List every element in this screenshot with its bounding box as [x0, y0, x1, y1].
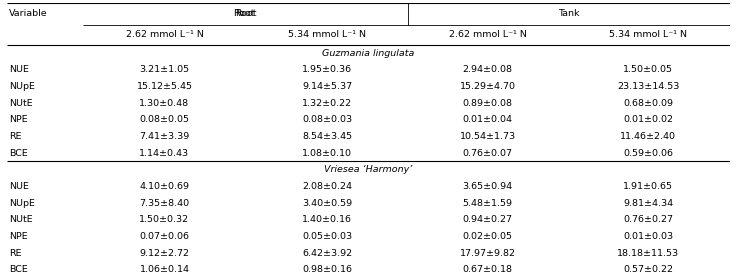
Text: 0.94±0.27: 0.94±0.27: [463, 215, 513, 224]
Text: 0.67±0.18: 0.67±0.18: [463, 265, 513, 274]
Text: 10.54±1.73: 10.54±1.73: [460, 132, 516, 141]
Text: RE: RE: [9, 132, 21, 141]
Text: 6.42±3.92: 6.42±3.92: [302, 249, 352, 258]
Text: 3.40±0.59: 3.40±0.59: [302, 199, 352, 208]
Text: 2.62 mmol L⁻¹ N: 2.62 mmol L⁻¹ N: [449, 30, 527, 39]
Text: Root: Root: [233, 9, 254, 18]
Text: 1.95±0.36: 1.95±0.36: [302, 65, 352, 74]
Text: NUpE: NUpE: [9, 199, 35, 208]
Text: RE: RE: [9, 249, 21, 258]
Text: 0.02±0.05: 0.02±0.05: [463, 232, 513, 241]
Text: 0.98±0.16: 0.98±0.16: [302, 265, 352, 274]
Text: NPE: NPE: [9, 232, 27, 241]
Text: 0.01±0.03: 0.01±0.03: [624, 232, 674, 241]
Text: 15.12±5.45: 15.12±5.45: [136, 82, 192, 91]
Text: 1.50±0.05: 1.50±0.05: [624, 65, 674, 74]
Text: 0.08±0.03: 0.08±0.03: [302, 115, 352, 124]
Text: Tank: Tank: [558, 9, 580, 18]
Text: NPE: NPE: [9, 115, 27, 124]
Text: Root: Root: [235, 9, 256, 18]
Text: 2.94±0.08: 2.94±0.08: [463, 65, 513, 74]
Text: 9.14±5.37: 9.14±5.37: [302, 82, 352, 91]
Text: NUE: NUE: [9, 65, 29, 74]
Text: 1.30±0.48: 1.30±0.48: [139, 99, 189, 108]
Text: 1.50±0.32: 1.50±0.32: [139, 215, 189, 224]
Text: 8.54±3.45: 8.54±3.45: [302, 132, 352, 141]
Text: 9.81±4.34: 9.81±4.34: [624, 199, 674, 208]
Text: 9.12±2.72: 9.12±2.72: [139, 249, 189, 258]
Text: 0.08±0.05: 0.08±0.05: [139, 115, 189, 124]
Text: 11.46±2.40: 11.46±2.40: [621, 132, 677, 141]
Text: NUtE: NUtE: [9, 99, 32, 108]
Text: 17.97±9.82: 17.97±9.82: [460, 249, 516, 258]
Text: 3.65±0.94: 3.65±0.94: [463, 182, 513, 191]
Text: Variable: Variable: [9, 9, 47, 18]
Text: 0.01±0.02: 0.01±0.02: [624, 115, 674, 124]
Text: Guzmania lingulata: Guzmania lingulata: [322, 49, 415, 58]
Text: 15.29±4.70: 15.29±4.70: [460, 82, 516, 91]
Text: NUE: NUE: [9, 182, 29, 191]
Text: 3.21±1.05: 3.21±1.05: [139, 65, 189, 74]
Text: 1.06±0.14: 1.06±0.14: [139, 265, 189, 274]
Text: 0.07±0.06: 0.07±0.06: [139, 232, 189, 241]
Text: 1.08±0.10: 1.08±0.10: [302, 149, 352, 158]
Text: NUtE: NUtE: [9, 215, 32, 224]
Text: 7.35±8.40: 7.35±8.40: [139, 199, 189, 208]
Text: 0.59±0.06: 0.59±0.06: [624, 149, 674, 158]
Text: 5.34 mmol L⁻¹ N: 5.34 mmol L⁻¹ N: [609, 30, 688, 39]
Text: 1.14±0.43: 1.14±0.43: [139, 149, 189, 158]
Text: 0.76±0.07: 0.76±0.07: [463, 149, 513, 158]
Text: 0.68±0.09: 0.68±0.09: [624, 99, 674, 108]
Text: 5.48±1.59: 5.48±1.59: [463, 199, 513, 208]
Text: 2.08±0.24: 2.08±0.24: [302, 182, 352, 191]
Text: 4.10±0.69: 4.10±0.69: [139, 182, 189, 191]
Text: 0.76±0.27: 0.76±0.27: [624, 215, 674, 224]
Text: 2.62 mmol L⁻¹ N: 2.62 mmol L⁻¹ N: [125, 30, 203, 39]
Text: NUpE: NUpE: [9, 82, 35, 91]
Text: 0.89±0.08: 0.89±0.08: [463, 99, 513, 108]
Text: 18.18±11.53: 18.18±11.53: [618, 249, 680, 258]
Text: 7.41±3.39: 7.41±3.39: [139, 132, 189, 141]
Text: 1.32±0.22: 1.32±0.22: [302, 99, 352, 108]
Text: 5.34 mmol L⁻¹ N: 5.34 mmol L⁻¹ N: [288, 30, 366, 39]
Text: 0.57±0.22: 0.57±0.22: [624, 265, 674, 274]
Text: 23.13±14.53: 23.13±14.53: [617, 82, 680, 91]
Text: 1.91±0.65: 1.91±0.65: [624, 182, 674, 191]
Text: 0.01±0.04: 0.01±0.04: [463, 115, 513, 124]
Text: 0.05±0.03: 0.05±0.03: [302, 232, 352, 241]
Text: Vriesea ‘Harmony’: Vriesea ‘Harmony’: [324, 165, 413, 174]
Text: BCE: BCE: [9, 265, 27, 274]
Text: BCE: BCE: [9, 149, 27, 158]
Text: 1.40±0.16: 1.40±0.16: [302, 215, 352, 224]
